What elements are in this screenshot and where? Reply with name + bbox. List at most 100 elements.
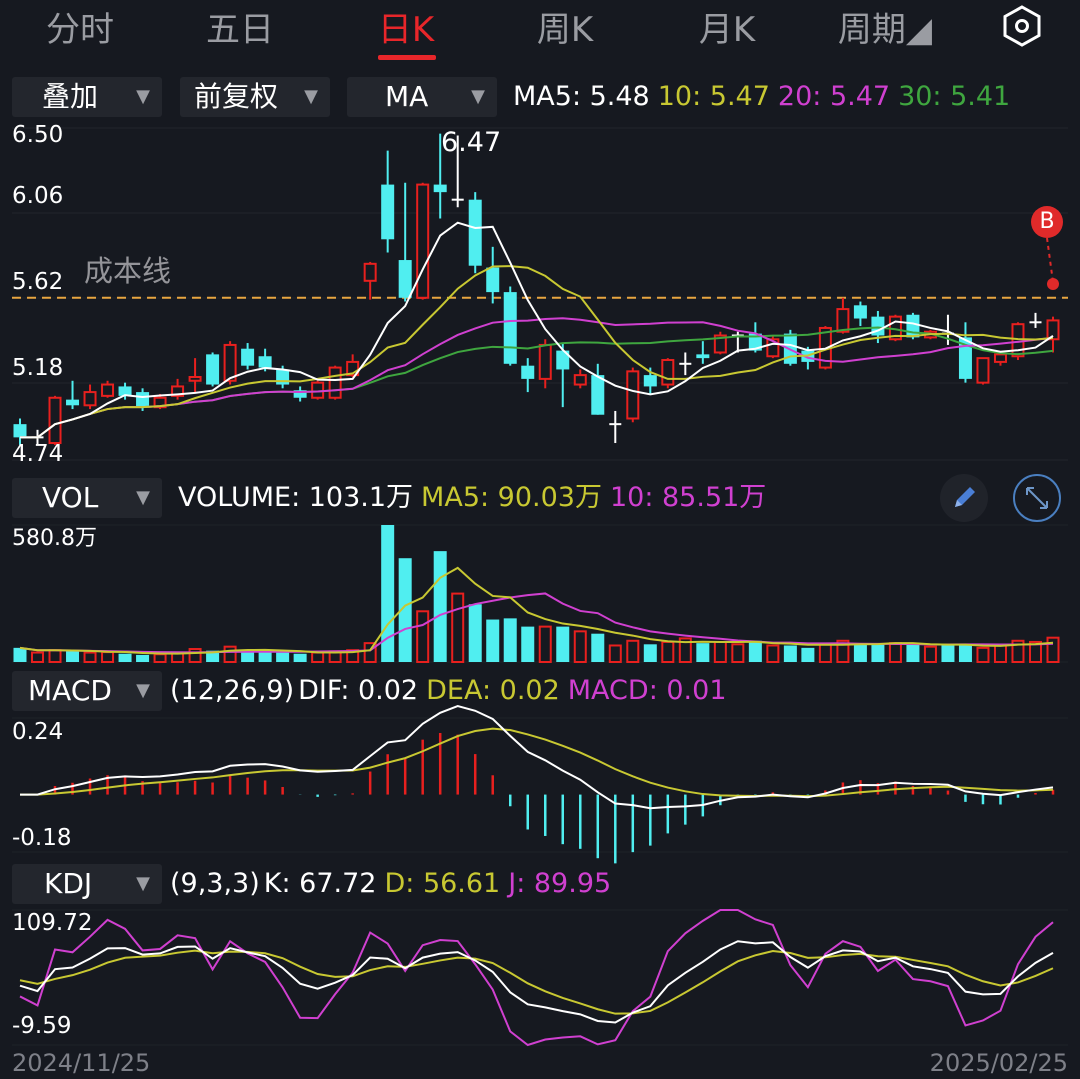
candle-down — [293, 390, 307, 398]
candle-down — [643, 375, 657, 387]
candle-up — [573, 374, 587, 386]
volume-bar-down — [118, 653, 132, 662]
volume-bar-down — [398, 558, 412, 662]
candle-up — [153, 396, 167, 409]
macd-bottom-label: -0.18 — [12, 825, 72, 851]
volume-bar-down — [801, 647, 815, 662]
candle-down — [591, 375, 605, 415]
volume-value: VOLUME: 103.1万 — [178, 482, 414, 513]
candle-up — [661, 359, 675, 386]
volume-bar-up — [993, 644, 1007, 663]
overlay-dropdown[interactable]: 叠加 ▼ — [12, 77, 162, 117]
candle-down — [66, 399, 80, 406]
volume-bar-down — [783, 645, 797, 662]
macd-indicator-dropdown[interactable]: MACD ▼ — [12, 671, 162, 711]
candle-down — [398, 260, 412, 298]
volume-bar-down — [136, 654, 150, 662]
tab-daily-k[interactable]: 日K — [377, 10, 435, 50]
candle-up — [1046, 319, 1060, 341]
candle-down — [486, 267, 500, 293]
candle-down — [241, 348, 255, 366]
volume-bar-up — [923, 645, 937, 664]
d-value: D: 56.61 — [384, 868, 501, 899]
dropdown-arrow-icon: ▼ — [136, 86, 150, 107]
volume-max-label: 580.8万 — [12, 526, 97, 551]
candle-down — [748, 333, 762, 351]
kdj-indicator-dropdown[interactable]: KDJ ▼ — [12, 864, 162, 904]
adjust-label: 前复权 — [194, 80, 279, 113]
volume-bar-up — [31, 651, 45, 664]
buy-point-dot — [1047, 278, 1059, 290]
volume-bar-down — [958, 644, 972, 662]
candle-down — [433, 184, 447, 193]
volume-bar-up — [573, 630, 587, 663]
candle-down — [258, 356, 272, 368]
dropdown-arrow-icon: ▼ — [471, 86, 485, 107]
volume-bar-up — [818, 643, 832, 664]
candle-up — [713, 334, 727, 354]
price-label: 4.74 — [12, 441, 64, 467]
tab-intraday[interactable]: 分时 — [46, 10, 114, 50]
dropdown-arrow-icon: ▼ — [136, 487, 150, 508]
candle-down — [276, 369, 290, 385]
indicator-dropdown[interactable]: MA ▼ — [347, 77, 497, 117]
expand-button[interactable] — [1013, 474, 1061, 522]
candle-up — [626, 370, 640, 420]
volume-bar-down — [206, 650, 220, 662]
volume-bar-down — [853, 643, 867, 662]
macd-params: (12,26,9) — [170, 675, 295, 706]
volume-indicator-dropdown[interactable]: VOL ▼ — [12, 478, 162, 518]
volume-bar-down — [258, 652, 272, 662]
j-value: J: 89.95 — [508, 868, 612, 899]
volume-bar-down — [643, 644, 657, 662]
adjust-dropdown[interactable]: 前复权 ▼ — [180, 77, 330, 117]
volume-bar-down — [276, 652, 290, 662]
buy-marker[interactable]: B — [1031, 206, 1063, 238]
candle-down — [13, 424, 27, 438]
candle-down — [206, 354, 220, 385]
volume-bar-up — [836, 639, 850, 664]
volume-bar-up — [713, 640, 727, 664]
candle-down — [906, 314, 920, 338]
indicator-label: MA — [385, 80, 429, 113]
candle-down — [958, 337, 972, 379]
candle-up — [83, 391, 97, 407]
volume-bar-down — [433, 551, 447, 662]
candle-up — [188, 376, 202, 382]
volume-bar-down — [871, 644, 885, 662]
candle-up — [101, 383, 115, 397]
kdj-selector-label: KDJ — [44, 867, 93, 900]
candle-up — [766, 338, 780, 358]
volume-bar-up — [678, 637, 692, 664]
volume-bar-up — [888, 642, 902, 663]
active-tab-underline — [378, 55, 436, 60]
volume-bar-up — [1046, 636, 1060, 663]
dea-value: DEA: 0.02 — [426, 675, 560, 706]
tab-monthly-k[interactable]: 月K — [698, 10, 756, 50]
volume-bar-up — [153, 653, 167, 663]
tab-weekly-k[interactable]: 周K — [536, 10, 594, 50]
volume-bar-up — [1011, 639, 1025, 664]
candle-down — [853, 305, 867, 319]
expand-icon — [1026, 487, 1048, 509]
volume-bar-up — [188, 648, 202, 663]
tab-five-day[interactable]: 五日 — [206, 10, 274, 50]
volume-bar-down — [486, 619, 500, 662]
volume-bar-down — [696, 643, 710, 662]
hexagon-settings-icon[interactable] — [1000, 4, 1044, 48]
candle-down — [696, 354, 710, 359]
ma-legend: MA5: 5.48 10: 5.47 20: 5.47 30: 5.41 — [513, 77, 1018, 117]
candle-down — [118, 386, 132, 396]
tab-period[interactable]: 周期◢ — [837, 10, 933, 50]
price-label: 6.50 — [12, 122, 64, 148]
edit-button[interactable] — [940, 474, 988, 522]
k-value: K: 67.72 — [263, 868, 377, 899]
dif-value: DIF: 0.02 — [298, 675, 419, 706]
k-line — [19, 940, 1054, 1024]
volume-bar-down — [13, 647, 27, 662]
price-label: 5.18 — [12, 355, 64, 381]
ma10-value: 10: 5.47 — [657, 81, 770, 112]
volume-bar-down — [556, 626, 570, 662]
volume-bar-up — [311, 651, 325, 664]
